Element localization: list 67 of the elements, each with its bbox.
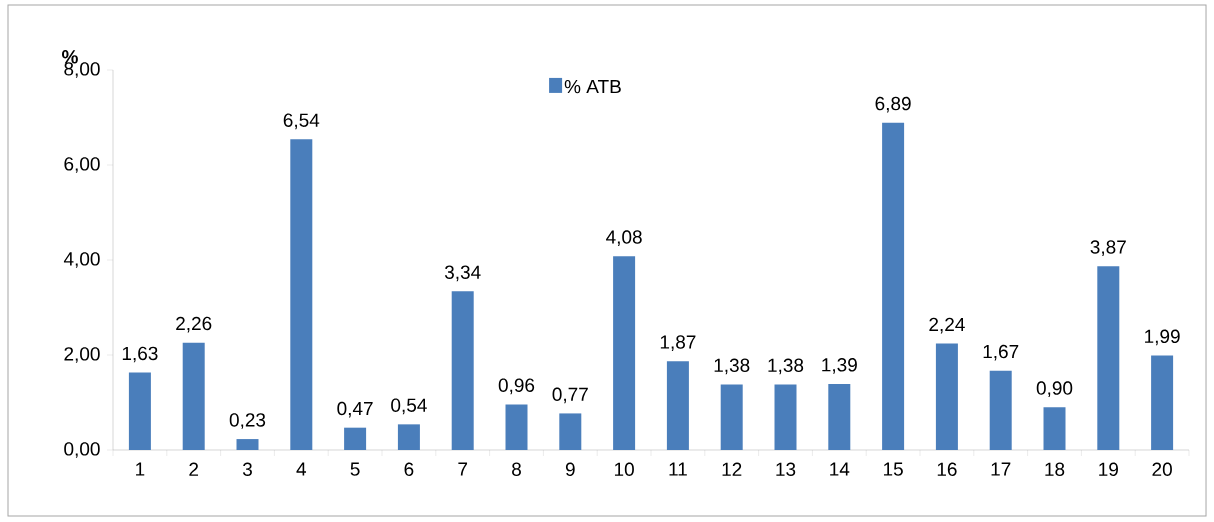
x-tick-label: 5: [350, 462, 360, 476]
data-label: 2,26: [176, 316, 212, 333]
bar: [182, 342, 205, 450]
bar: [290, 139, 313, 450]
data-label: 1,99: [1145, 329, 1180, 346]
data-label: 0,23: [229, 413, 266, 429]
x-tick-label: 13: [776, 462, 796, 476]
x-tick-label: 8: [512, 462, 521, 476]
x-tick-label: 15: [883, 462, 903, 476]
data-label: 0,77: [552, 387, 588, 404]
x-tick-label: 20: [1152, 462, 1172, 476]
data-label: 0,96: [498, 378, 535, 395]
data-label: 4,08: [606, 230, 642, 246]
bar: [505, 404, 528, 450]
legend-label: % ATB: [564, 79, 621, 94]
x-tick-label: 3: [242, 462, 252, 476]
bar: [451, 291, 474, 450]
y-tick-label: 2,00: [64, 347, 100, 363]
bar: [128, 372, 151, 450]
bar: [397, 424, 420, 450]
data-label: 1,87: [660, 335, 696, 351]
data-label: 3,87: [1090, 240, 1126, 256]
bar: [236, 439, 259, 450]
x-tick-label: 19: [1099, 462, 1118, 476]
x-tick-label: 4: [296, 462, 307, 476]
bar: [1097, 266, 1120, 450]
bar: [935, 343, 958, 450]
data-label: 1,67: [983, 344, 1019, 361]
x-tick-label: 10: [614, 462, 634, 476]
data-label: 0,90: [1036, 381, 1073, 398]
y-tick-label: 6,00: [64, 157, 100, 173]
y-axis-title: %: [61, 50, 78, 64]
data-label: 1,38: [768, 358, 804, 375]
x-tick-label: 11: [669, 462, 687, 476]
x-tick-label: 18: [1045, 462, 1065, 476]
bar: [828, 383, 851, 450]
bar: [344, 427, 367, 450]
x-tick-label: 12: [722, 462, 742, 476]
x-tick-label: 2: [189, 462, 199, 476]
bar: [882, 122, 905, 450]
bar: [720, 384, 743, 450]
data-label: 2,24: [929, 317, 965, 334]
x-tick-label: 7: [458, 462, 468, 476]
x-tick-label: 9: [565, 462, 575, 476]
data-label: 6,54: [283, 113, 320, 130]
data-label: 3,34: [444, 265, 481, 282]
x-tick-label: 16: [937, 462, 957, 476]
data-label: 1,63: [122, 346, 158, 363]
x-tick-label: 1: [136, 462, 145, 476]
x-tick-label: 17: [991, 462, 1011, 476]
bar: [613, 256, 636, 450]
bar: [1151, 355, 1174, 450]
data-label: 0,54: [391, 398, 427, 415]
x-tick-label: 6: [404, 462, 414, 476]
y-tick-label: 8,00: [64, 62, 100, 78]
y-tick-label: 0,00: [64, 442, 100, 458]
data-label: 0,47: [337, 401, 373, 418]
x-tick-label: 14: [830, 462, 850, 476]
bar: [774, 384, 797, 450]
bar: [1043, 407, 1066, 450]
data-label: 6,89: [875, 96, 911, 113]
data-label: 1,38: [714, 358, 750, 375]
bar: [666, 361, 689, 450]
y-tick-label: 4,00: [63, 252, 100, 268]
data-label: 1,39: [822, 358, 857, 374]
bar: [559, 413, 582, 450]
bar: [989, 370, 1012, 450]
